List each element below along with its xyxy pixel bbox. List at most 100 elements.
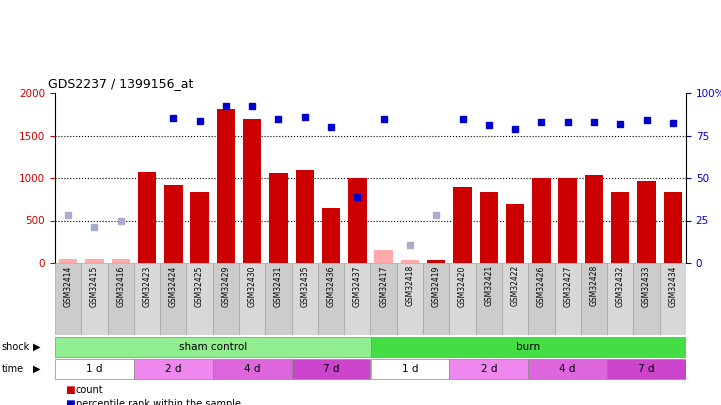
Bar [559,178,577,263]
Text: GSM32420: GSM32420 [458,265,467,307]
Text: GSM32426: GSM32426 [537,265,546,307]
Bar [187,263,213,335]
Bar [374,250,393,263]
Text: time: time [1,364,24,374]
Bar [401,260,419,263]
Text: ■: ■ [65,399,75,405]
Text: GSM32419: GSM32419 [432,265,441,307]
Bar [663,192,682,263]
Bar [55,263,81,335]
Bar [502,263,528,335]
Text: shock: shock [1,342,30,352]
Bar [213,263,239,335]
Text: ▶: ▶ [33,342,40,352]
Text: sham control: sham control [179,342,247,352]
Bar [371,337,686,357]
Text: GSM32414: GSM32414 [63,265,73,307]
Bar [160,263,187,335]
Text: ▶: ▶ [33,364,40,374]
Bar [243,119,262,263]
Bar [164,185,182,263]
Text: GSM32431: GSM32431 [274,265,283,307]
Text: GSM32417: GSM32417 [379,265,388,307]
Bar [296,171,314,263]
Text: GSM32432: GSM32432 [616,265,625,307]
Bar [107,263,134,335]
Bar [55,337,371,357]
Text: GSM32433: GSM32433 [642,265,651,307]
Text: GSM32429: GSM32429 [221,265,231,307]
Bar [634,263,660,335]
Bar [318,263,344,335]
Text: 2 d: 2 d [165,364,182,374]
Bar [449,263,476,335]
Bar [59,259,77,263]
Bar [371,263,397,335]
Text: percentile rank within the sample: percentile rank within the sample [76,399,241,405]
Bar [269,173,288,263]
Text: 7 d: 7 d [638,364,655,374]
Bar [134,359,213,379]
Bar [81,263,107,335]
Bar [265,263,291,335]
Text: 7 d: 7 d [323,364,340,374]
Text: burn: burn [516,342,540,352]
Bar [423,263,449,335]
Text: GSM32435: GSM32435 [300,265,309,307]
Bar [637,181,656,263]
Text: GSM32415: GSM32415 [90,265,99,307]
Bar [506,203,524,263]
Bar [55,359,134,379]
Bar [528,359,607,379]
Text: GSM32436: GSM32436 [327,265,335,307]
Text: GSM32422: GSM32422 [510,265,520,307]
Text: GSM32428: GSM32428 [590,265,598,307]
Bar [532,178,551,263]
Bar [476,263,502,335]
Bar [138,172,156,263]
Text: 1 d: 1 d [402,364,418,374]
Bar [239,263,265,335]
Text: GSM32418: GSM32418 [405,265,415,307]
Bar [607,263,634,335]
Bar [134,263,160,335]
Text: ■: ■ [65,385,75,395]
Bar [85,259,104,263]
Bar [660,263,686,335]
Bar [291,359,371,379]
Text: GSM32437: GSM32437 [353,265,362,307]
Text: count: count [76,385,103,395]
Text: GSM32416: GSM32416 [116,265,125,307]
Bar [213,359,291,379]
Text: GDS2237 / 1399156_at: GDS2237 / 1399156_at [48,77,193,90]
Bar [371,359,449,379]
Bar [449,359,528,379]
Bar [581,263,607,335]
Text: 4 d: 4 d [244,364,260,374]
Bar [554,263,581,335]
Bar [397,263,423,335]
Bar [585,175,603,263]
Bar [427,260,446,263]
Text: GSM32434: GSM32434 [668,265,677,307]
Bar [190,192,209,263]
Text: GSM32423: GSM32423 [143,265,151,307]
Text: GSM32430: GSM32430 [248,265,257,307]
Text: GSM32425: GSM32425 [195,265,204,307]
Text: GSM32424: GSM32424 [169,265,178,307]
Bar [454,188,472,263]
Text: GSM32421: GSM32421 [485,265,493,307]
Text: 4 d: 4 d [559,364,576,374]
Bar [322,208,340,263]
Bar [344,263,371,335]
Text: 2 d: 2 d [481,364,497,374]
Bar [217,109,235,263]
Bar [291,263,318,335]
Bar [528,263,554,335]
Bar [607,359,686,379]
Bar [112,259,130,263]
Text: GSM32427: GSM32427 [563,265,572,307]
Bar [348,178,366,263]
Bar [611,192,629,263]
Bar [479,192,498,263]
